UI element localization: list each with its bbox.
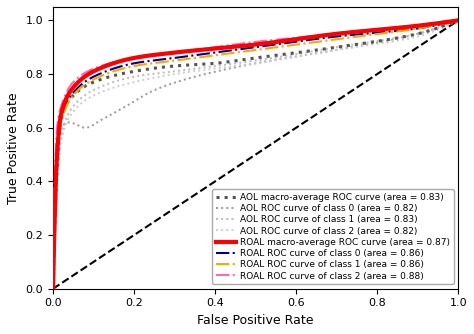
Y-axis label: True Positive Rate: True Positive Rate bbox=[7, 92, 20, 204]
X-axis label: False Positive Rate: False Positive Rate bbox=[197, 314, 314, 327]
Legend: AOL macro-average ROC curve (area = 0.83), AOL ROC curve of class 0 (area = 0.82: AOL macro-average ROC curve (area = 0.83… bbox=[212, 189, 454, 284]
